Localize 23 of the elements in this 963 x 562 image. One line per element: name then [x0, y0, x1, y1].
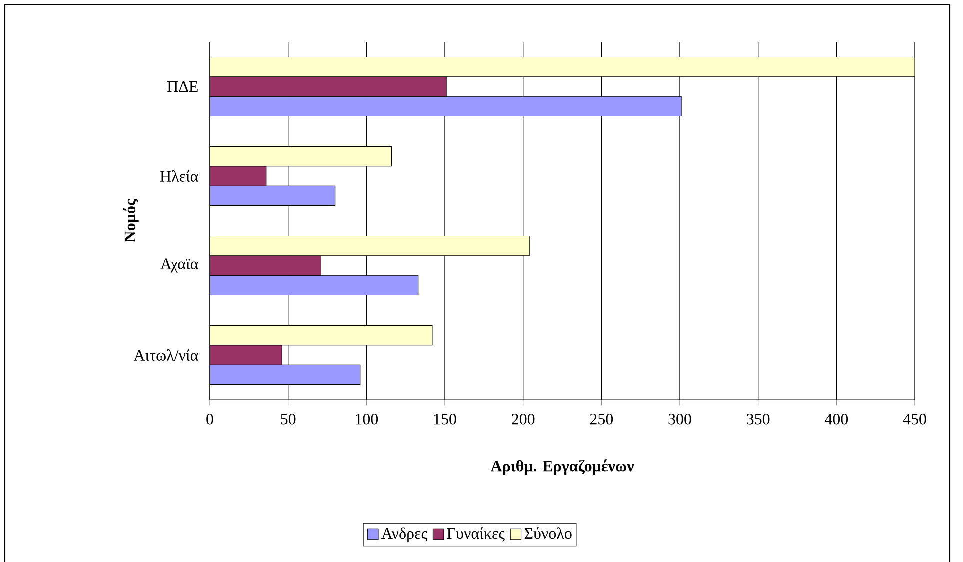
x-tick-label: 0: [206, 414, 214, 425]
legend-label: Ανδρες: [382, 528, 428, 542]
x-tick-label: 300: [668, 414, 692, 425]
x-tick-label: 200: [512, 414, 535, 425]
legend-label: Γυναίκες: [447, 528, 505, 542]
x-tick-label: 150: [434, 414, 456, 425]
x-axis-title: Αριθμ. Εργαζομένων: [490, 460, 634, 475]
legend-label: Σύνολο: [524, 528, 572, 540]
y-tick-label: Αιτωλ/νία: [134, 350, 198, 361]
x-tick-label: 400: [824, 414, 848, 425]
x-tick-label: 50: [281, 414, 296, 425]
y-tick-label: ΠΔΕ: [168, 81, 198, 92]
bar: [210, 275, 419, 296]
x-tick-label: 250: [590, 414, 614, 425]
x-tick-label: 350: [747, 414, 770, 425]
y-tick-label: Αχαϊα: [160, 258, 198, 273]
y-tick-label: Ηλεία: [160, 170, 198, 182]
x-tick-label: 100: [356, 414, 378, 425]
x-tick-label: 450: [903, 414, 926, 425]
y-axis-title: Νομός: [124, 199, 139, 242]
bar: [210, 364, 361, 386]
bar: [210, 96, 682, 117]
bar: [210, 186, 336, 206]
